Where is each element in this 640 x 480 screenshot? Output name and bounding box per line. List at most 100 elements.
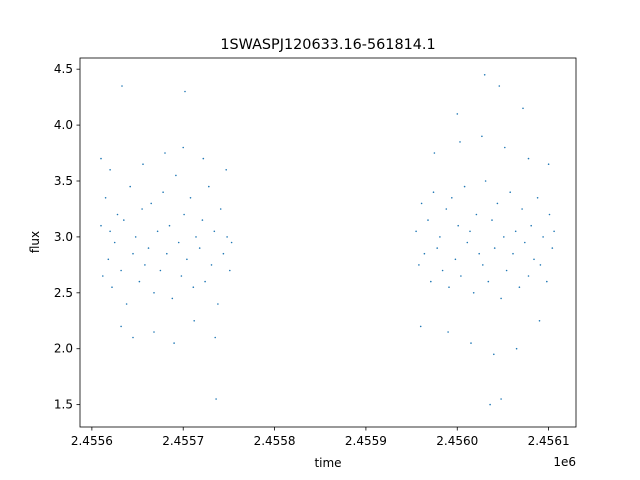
data-point (553, 230, 555, 233)
data-point (217, 303, 219, 305)
data-point (120, 269, 122, 272)
data-point (463, 185, 466, 188)
x-axis-label: time (314, 456, 341, 470)
data-point (436, 247, 439, 249)
data-point (132, 252, 134, 255)
data-point (481, 135, 483, 138)
data-point (116, 213, 119, 216)
data-point (493, 247, 496, 249)
data-point (147, 247, 150, 249)
chart-title: 1SWASPJ120633.16-561814.1 (220, 37, 435, 53)
y-tick-label: 1.5 (54, 398, 73, 412)
data-point (433, 152, 436, 154)
data-point (457, 224, 460, 227)
data-point (215, 398, 217, 400)
data-point (213, 230, 216, 233)
plot-area-frame (79, 57, 577, 428)
data-point (186, 258, 188, 261)
data-point (415, 230, 417, 233)
data-point (107, 258, 110, 261)
data-point (505, 269, 508, 272)
data-point (104, 197, 107, 199)
data-point (164, 152, 166, 154)
data-point (229, 269, 231, 272)
data-point (204, 280, 206, 283)
x-tick-label: 2.4559 (345, 434, 387, 448)
data-point (159, 269, 162, 272)
data-point (120, 325, 122, 328)
data-point (460, 275, 462, 277)
data-point (547, 163, 550, 165)
data-point (447, 331, 449, 333)
data-point (177, 241, 180, 244)
data-point (166, 252, 168, 255)
data-point (509, 191, 512, 193)
data-point (441, 269, 444, 272)
data-point (420, 202, 423, 205)
y-tick-label: 2.5 (54, 286, 73, 300)
x-axis: 2.4556 2.4557 2.4558 2.4559 2.4560 2.4561 (71, 427, 570, 448)
data-point (423, 252, 426, 255)
data-point (222, 252, 225, 255)
data-points (100, 74, 555, 406)
data-point (448, 286, 450, 289)
data-point (210, 264, 213, 266)
data-point (504, 146, 506, 149)
data-point (225, 169, 227, 171)
data-point (418, 264, 420, 266)
data-point (129, 185, 131, 188)
data-point (102, 275, 104, 277)
data-point (536, 197, 539, 199)
data-point (478, 252, 481, 255)
data-point (123, 219, 125, 221)
data-point (539, 264, 542, 266)
data-point (472, 292, 475, 294)
data-point (111, 286, 113, 289)
data-point (193, 320, 195, 322)
data-point (451, 197, 453, 199)
data-point (168, 224, 171, 227)
data-point (521, 208, 523, 210)
data-point (144, 264, 146, 266)
data-point (445, 208, 448, 210)
data-point (533, 258, 535, 261)
data-point (475, 213, 478, 216)
data-point (527, 275, 530, 277)
data-point (427, 219, 429, 221)
data-point (515, 347, 518, 350)
data-point (171, 297, 174, 300)
data-point (198, 247, 201, 249)
data-point (493, 353, 495, 356)
x-tick-label: 2.4557 (162, 434, 204, 448)
data-point (183, 213, 185, 216)
data-point (527, 157, 530, 160)
data-point (201, 219, 204, 221)
data-point (100, 157, 102, 160)
data-point (470, 342, 472, 344)
data-point (141, 208, 143, 210)
data-point (132, 336, 134, 339)
data-point (100, 224, 102, 227)
data-point (503, 236, 505, 238)
data-point (226, 236, 228, 238)
x-tick-label: 2.4556 (71, 434, 113, 448)
data-point (125, 303, 128, 305)
y-tick-label: 3.0 (54, 230, 73, 244)
data-point (500, 398, 502, 400)
data-point (189, 197, 192, 199)
y-tick-label: 2.0 (54, 342, 73, 356)
data-point (142, 163, 144, 165)
x-tick-label: 2.4560 (436, 434, 478, 448)
data-point (134, 236, 137, 238)
data-point (214, 336, 216, 339)
data-point (524, 241, 526, 244)
data-point (514, 230, 517, 233)
data-point (175, 174, 177, 177)
data-point (121, 85, 123, 87)
x-tick-label: 2.4561 (528, 434, 570, 448)
data-point (522, 107, 524, 110)
x-axis-offset-label: 1e6 (553, 455, 576, 469)
data-point (430, 280, 432, 283)
y-axis-label: flux (28, 231, 42, 253)
